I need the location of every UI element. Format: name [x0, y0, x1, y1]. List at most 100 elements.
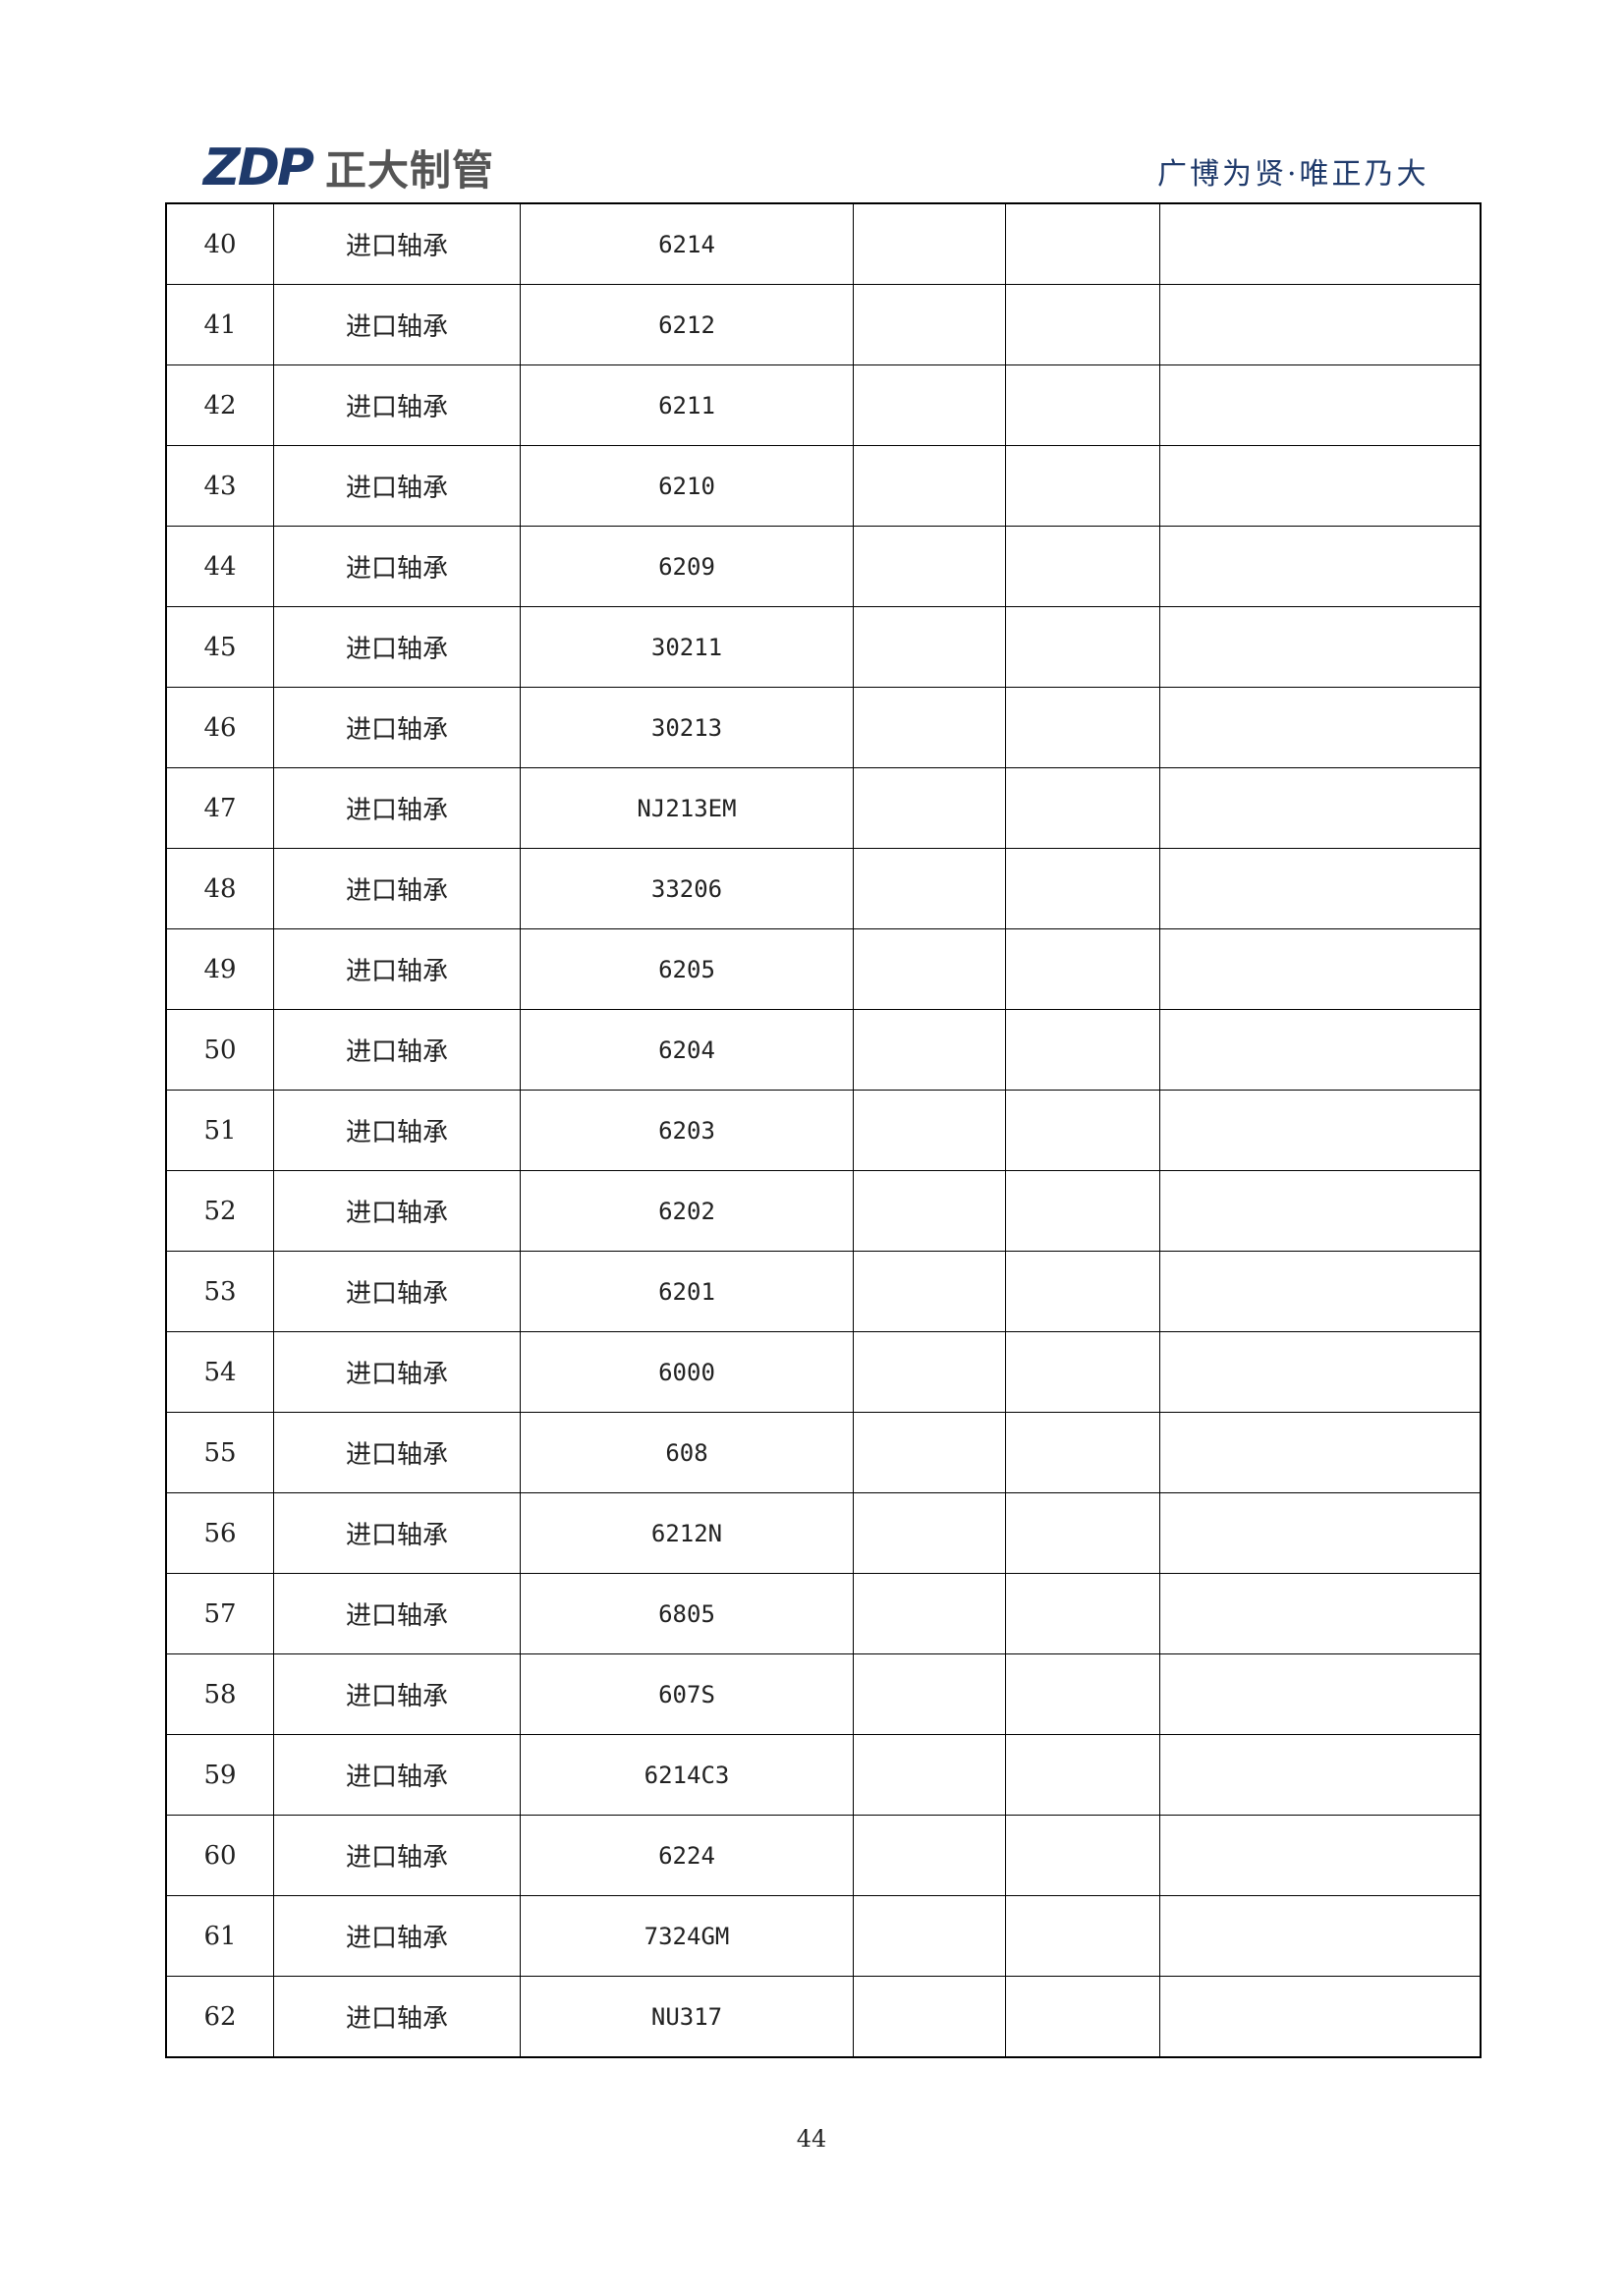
- item-name-cell: 进口轴承: [273, 1976, 521, 2058]
- row-number-cell: 49: [165, 928, 274, 1010]
- item-name-cell: 进口轴承: [273, 1331, 521, 1413]
- empty-cell: [1159, 767, 1482, 849]
- empty-cell: [1159, 1251, 1482, 1332]
- item-name-cell: 进口轴承: [273, 1170, 521, 1252]
- table-row: 59 进口轴承 6214C3: [165, 1734, 1482, 1816]
- empty-cell: [1005, 1251, 1160, 1332]
- item-name-cell: 进口轴承: [273, 526, 521, 607]
- empty-cell: [1159, 445, 1482, 527]
- empty-cell: [1159, 364, 1482, 446]
- empty-cell: [1159, 1653, 1482, 1735]
- empty-cell: [853, 928, 1006, 1010]
- item-name-cell: 进口轴承: [273, 445, 521, 527]
- model-cell: 607S: [520, 1653, 854, 1735]
- empty-cell: [853, 1492, 1006, 1574]
- model-cell: 6211: [520, 364, 854, 446]
- empty-cell: [1159, 848, 1482, 929]
- table-row: 48 进口轴承 33206: [165, 848, 1482, 929]
- empty-cell: [853, 767, 1006, 849]
- empty-cell: [853, 1734, 1006, 1816]
- empty-cell: [1005, 1815, 1160, 1896]
- table-row: 45 进口轴承 30211: [165, 606, 1482, 688]
- empty-cell: [1005, 848, 1160, 929]
- empty-cell: [853, 1976, 1006, 2058]
- item-name-cell: 进口轴承: [273, 1734, 521, 1816]
- empty-cell: [1159, 284, 1482, 365]
- table-row: 61 进口轴承 7324GM: [165, 1895, 1482, 1977]
- item-name-cell: 进口轴承: [273, 1895, 521, 1977]
- empty-cell: [1005, 1170, 1160, 1252]
- empty-cell: [1005, 1009, 1160, 1091]
- table-row: 49 进口轴承 6205: [165, 928, 1482, 1010]
- row-number-cell: 59: [165, 1734, 274, 1816]
- table-row: 55 进口轴承 608: [165, 1412, 1482, 1493]
- empty-cell: [1005, 1734, 1160, 1816]
- empty-cell: [1159, 606, 1482, 688]
- table-row: 43 进口轴承 6210: [165, 445, 1482, 527]
- empty-cell: [1005, 767, 1160, 849]
- row-number-cell: 54: [165, 1331, 274, 1413]
- empty-cell: [1159, 526, 1482, 607]
- logo-mark: ZDP: [203, 138, 314, 197]
- empty-cell: [1005, 687, 1160, 768]
- empty-cell: [853, 1573, 1006, 1654]
- row-number-cell: 60: [165, 1815, 274, 1896]
- model-cell: 6205: [520, 928, 854, 1010]
- item-name-cell: 进口轴承: [273, 1815, 521, 1896]
- row-number-cell: 57: [165, 1573, 274, 1654]
- empty-cell: [1005, 928, 1160, 1010]
- row-number-cell: 58: [165, 1653, 274, 1735]
- empty-cell: [853, 1009, 1006, 1091]
- row-number-cell: 53: [165, 1251, 274, 1332]
- empty-cell: [1159, 1492, 1482, 1574]
- table-row: 46 进口轴承 30213: [165, 687, 1482, 768]
- empty-cell: [1005, 445, 1160, 527]
- model-cell: 6203: [520, 1090, 854, 1171]
- table-row: 41 进口轴承 6212: [165, 284, 1482, 365]
- empty-cell: [1005, 1653, 1160, 1735]
- empty-cell: [853, 202, 1006, 285]
- model-cell: NU317: [520, 1976, 854, 2058]
- page-number: 44: [796, 2125, 827, 2153]
- model-cell: 6202: [520, 1170, 854, 1252]
- table-row: 51 进口轴承 6203: [165, 1090, 1482, 1171]
- row-number-cell: 61: [165, 1895, 274, 1977]
- table-row: 42 进口轴承 6211: [165, 364, 1482, 446]
- row-number-cell: 46: [165, 687, 274, 768]
- empty-cell: [1005, 1976, 1160, 2058]
- empty-cell: [853, 445, 1006, 527]
- item-name-cell: 进口轴承: [273, 928, 521, 1010]
- empty-cell: [1005, 1331, 1160, 1413]
- empty-cell: [1159, 1009, 1482, 1091]
- model-cell: NJ213EM: [520, 767, 854, 849]
- empty-cell: [1159, 1815, 1482, 1896]
- row-number-cell: 44: [165, 526, 274, 607]
- empty-cell: [1159, 928, 1482, 1010]
- empty-cell: [1159, 1573, 1482, 1654]
- table-row: 40 进口轴承 6214: [165, 202, 1482, 285]
- item-name-cell: 进口轴承: [273, 1492, 521, 1574]
- empty-cell: [853, 687, 1006, 768]
- model-cell: 7324GM: [520, 1895, 854, 1977]
- table-row: 44 进口轴承 6209: [165, 526, 1482, 607]
- empty-cell: [1005, 202, 1160, 285]
- item-name-cell: 进口轴承: [273, 202, 521, 285]
- empty-cell: [1159, 1170, 1482, 1252]
- table-row: 58 进口轴承 607S: [165, 1653, 1482, 1735]
- row-number-cell: 55: [165, 1412, 274, 1493]
- empty-cell: [853, 1815, 1006, 1896]
- item-name-cell: 进口轴承: [273, 848, 521, 929]
- table-row: 62 进口轴承 NU317: [165, 1976, 1482, 2058]
- row-number-cell: 52: [165, 1170, 274, 1252]
- item-name-cell: 进口轴承: [273, 767, 521, 849]
- model-cell: 608: [520, 1412, 854, 1493]
- logo-company-name: 正大制管: [324, 146, 494, 195]
- empty-cell: [1159, 1331, 1482, 1413]
- model-cell: 6201: [520, 1251, 854, 1332]
- row-number-cell: 47: [165, 767, 274, 849]
- row-number-cell: 43: [165, 445, 274, 527]
- model-cell: 6805: [520, 1573, 854, 1654]
- item-name-cell: 进口轴承: [273, 1653, 521, 1735]
- model-cell: 6212N: [520, 1492, 854, 1574]
- empty-cell: [853, 606, 1006, 688]
